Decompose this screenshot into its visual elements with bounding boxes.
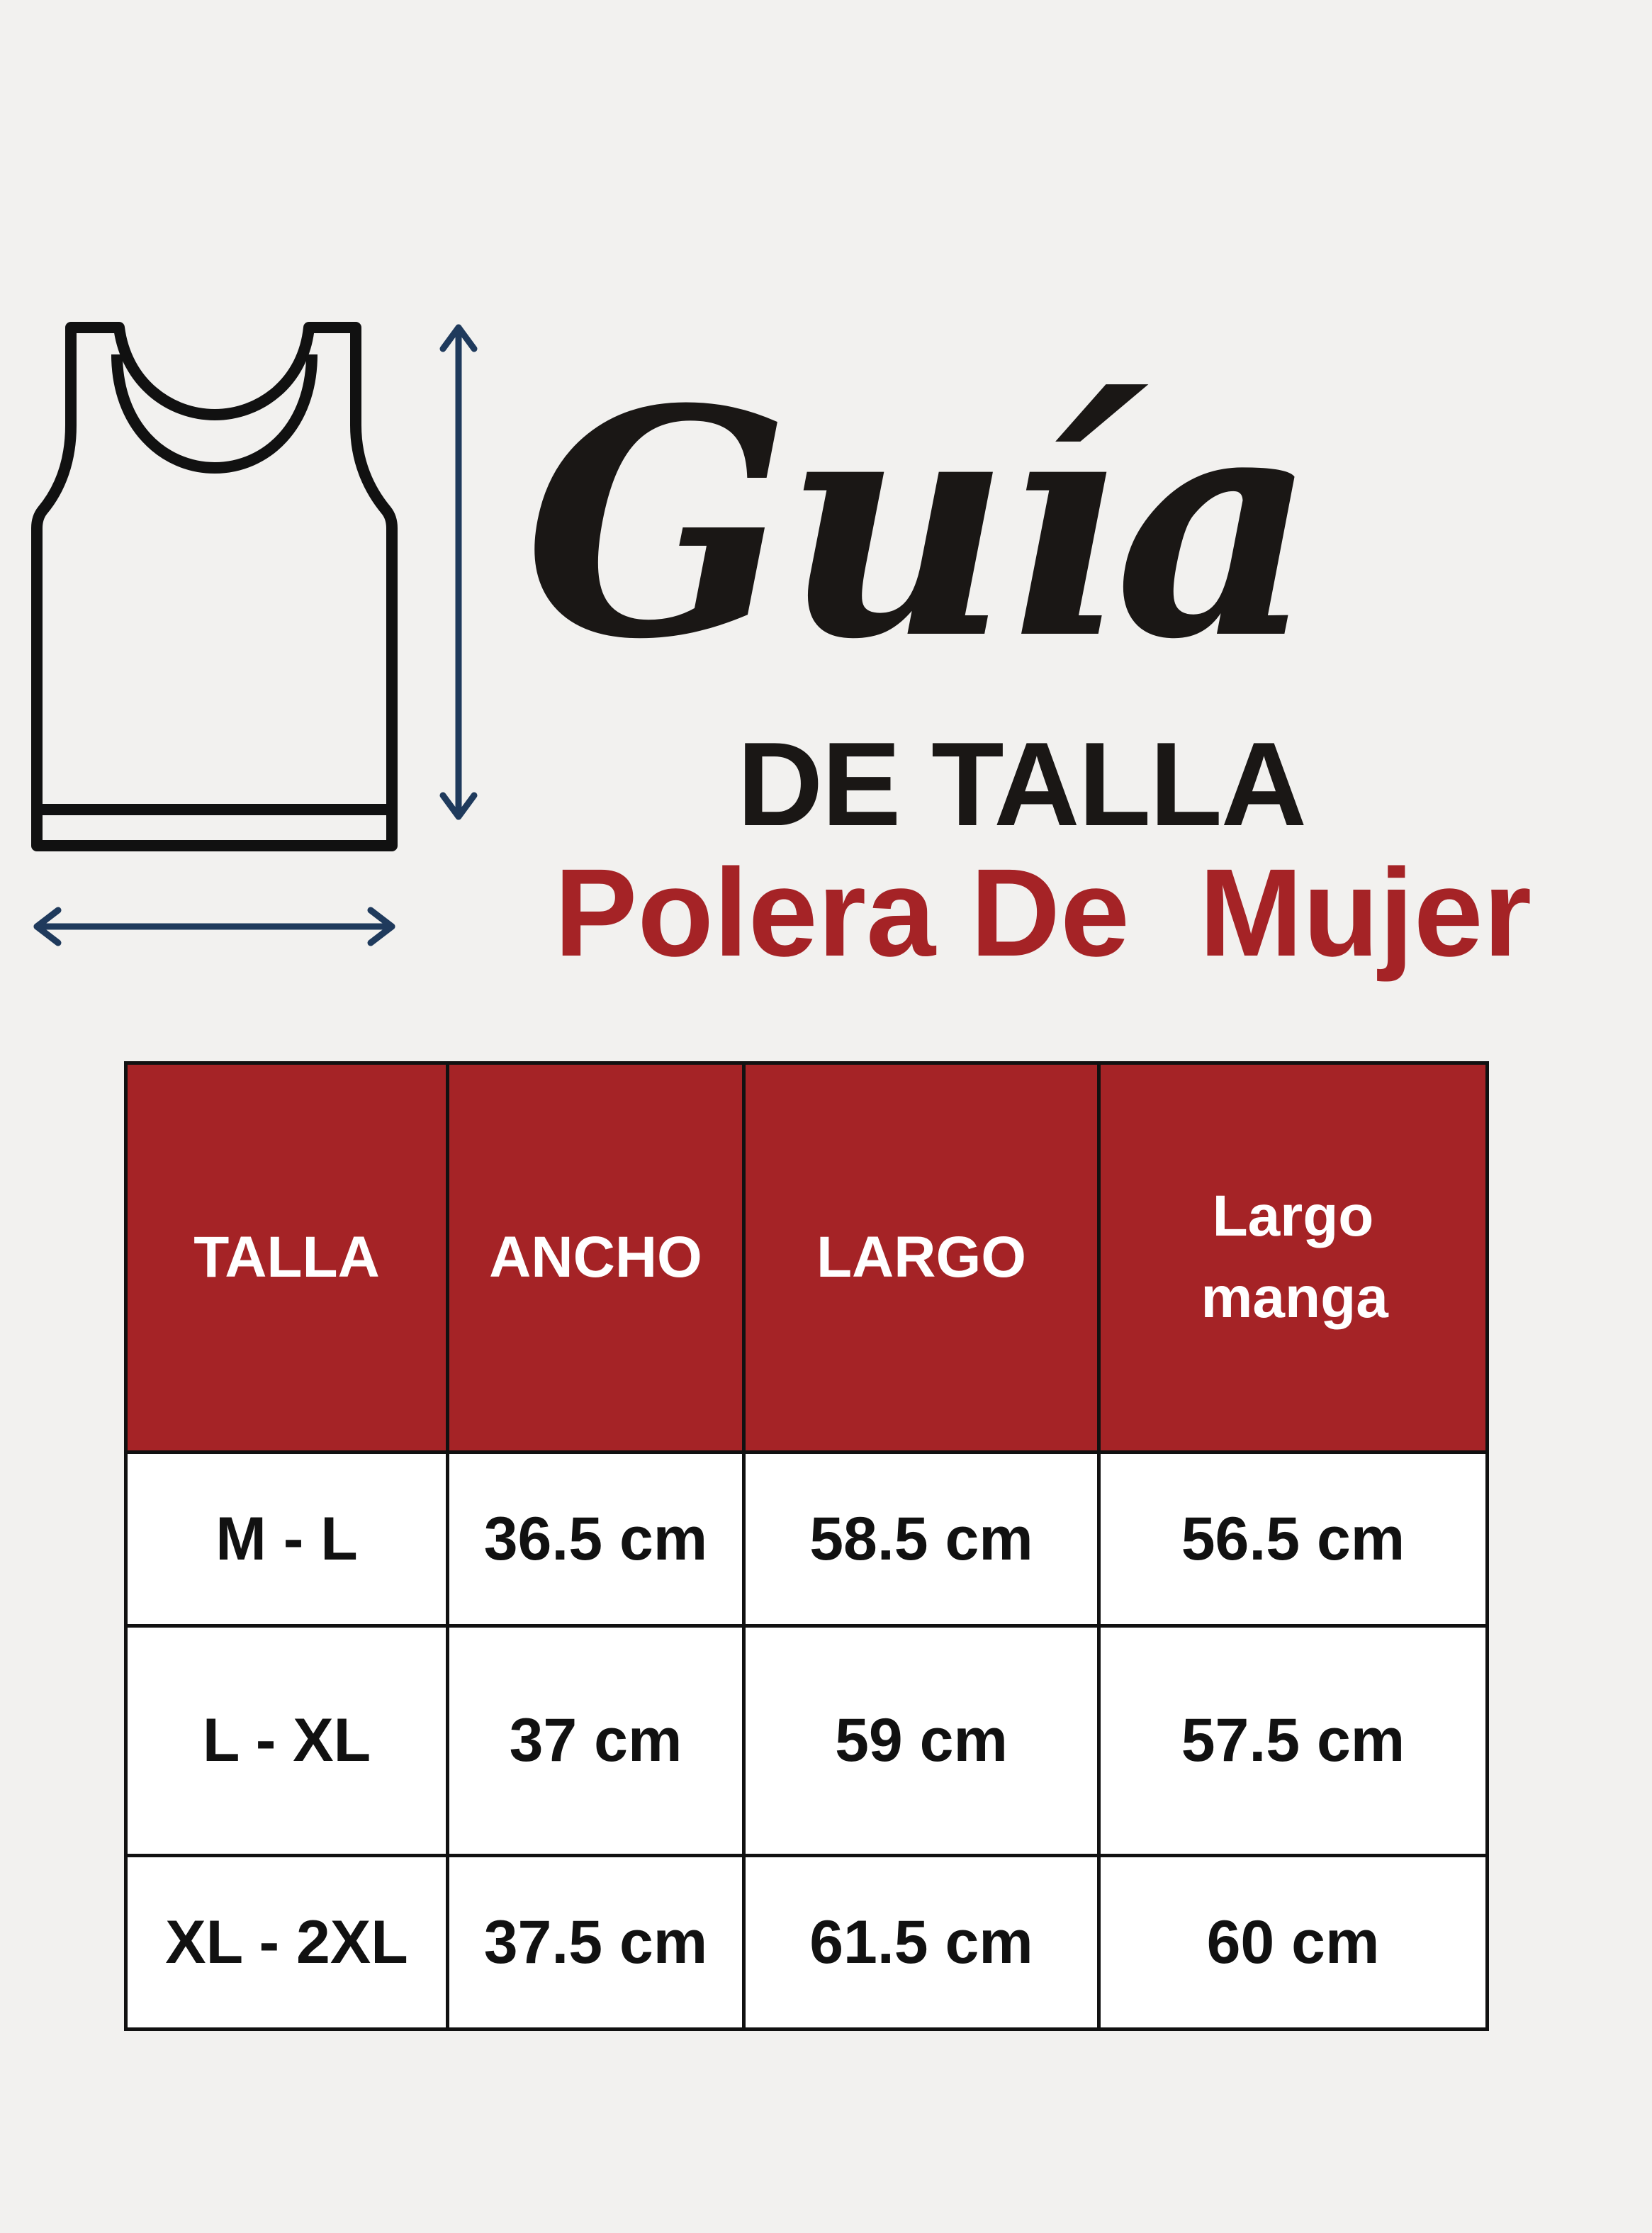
title-line2: DE TALLA bbox=[737, 717, 1307, 851]
cell-largo: 59 cm bbox=[742, 1624, 1101, 1857]
header-largo: LARGO bbox=[742, 1061, 1101, 1454]
tank-top-icon bbox=[31, 322, 398, 851]
cell-largo: 61.5 cm bbox=[742, 1854, 1101, 2031]
cell-talla: L - XL bbox=[124, 1624, 449, 1857]
cell-talla: M - L bbox=[124, 1450, 449, 1628]
table-row: XL - 2XL 37.5 cm 61.5 cm 60 cm bbox=[124, 1854, 1489, 2031]
header-largo-manga-label: Largo manga bbox=[1201, 1184, 1388, 1330]
cell-ancho: 37 cm bbox=[446, 1624, 746, 1857]
header-ancho: ANCHO bbox=[446, 1061, 746, 1454]
table-row: L - XL 37 cm 59 cm 57.5 cm bbox=[124, 1624, 1489, 1857]
size-table: TALLA ANCHO LARGO Largo manga M - L 36.5… bbox=[124, 1061, 1489, 2031]
subtitle: Polera De Mujer bbox=[554, 844, 1532, 983]
cell-ancho: 37.5 cm bbox=[446, 1854, 746, 2031]
header-largo-manga: Largo manga bbox=[1097, 1061, 1489, 1454]
cell-largo-manga: 60 cm bbox=[1097, 1854, 1489, 2031]
horizontal-arrow-icon bbox=[33, 907, 395, 946]
cell-largo-manga: 56.5 cm bbox=[1097, 1450, 1489, 1628]
table-header: TALLA ANCHO LARGO Largo manga bbox=[124, 1061, 1489, 1454]
cell-largo-manga: 57.5 cm bbox=[1097, 1624, 1489, 1857]
cell-ancho: 36.5 cm bbox=[446, 1450, 746, 1628]
cell-largo: 58.5 cm bbox=[742, 1450, 1101, 1628]
table-row: M - L 36.5 cm 58.5 cm 56.5 cm bbox=[124, 1450, 1489, 1628]
header-talla: TALLA bbox=[124, 1061, 449, 1454]
vertical-arrow-icon bbox=[439, 324, 478, 820]
title-script: Guía bbox=[524, 341, 1317, 707]
cell-talla: XL - 2XL bbox=[124, 1854, 449, 2031]
